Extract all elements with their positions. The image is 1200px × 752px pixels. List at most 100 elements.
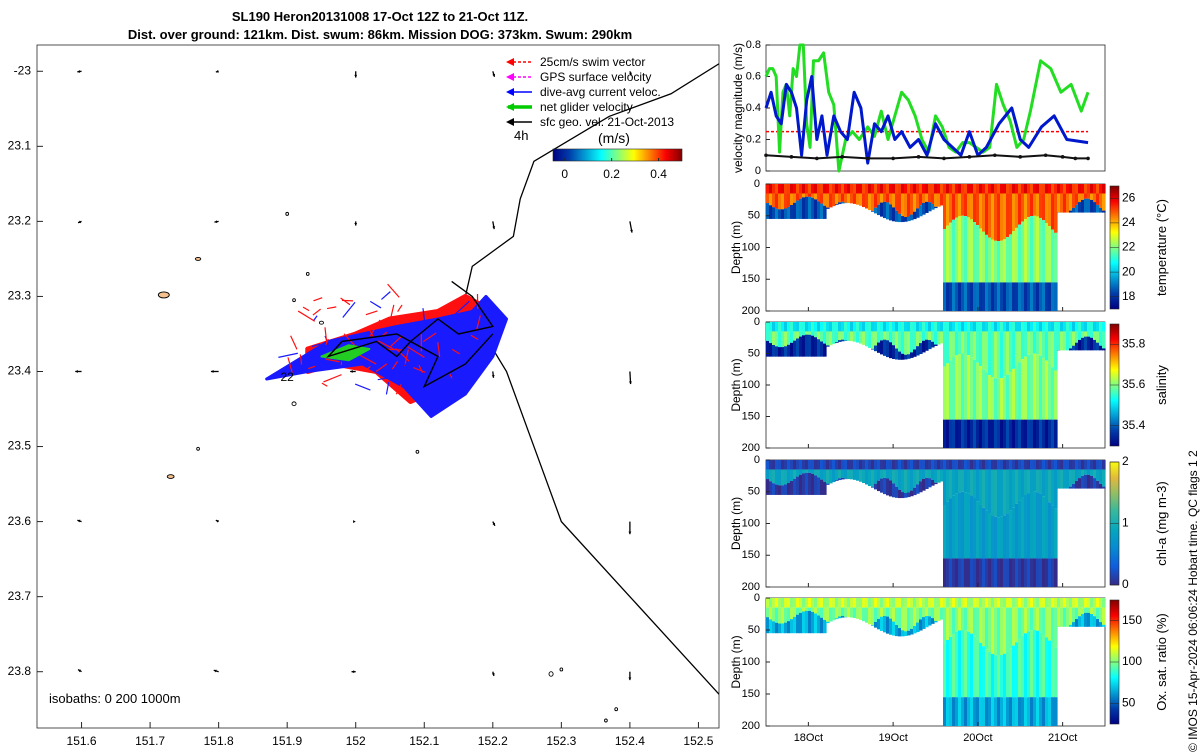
section-y-axis-label: Depth (m) — [729, 358, 743, 411]
velocity-colorbar — [553, 149, 682, 161]
legend-label: dive-avg current veloc. — [540, 85, 661, 99]
reef-outline — [167, 475, 174, 479]
section-cell — [1102, 625, 1106, 627]
section-cell — [1054, 697, 1058, 726]
section-y-tick-label: 100 — [742, 379, 760, 391]
date-tick-label: 20Oct — [963, 732, 992, 744]
colorbar-tick-label: 0 — [561, 167, 568, 181]
velocity-y-tick-label: 0.4 — [746, 102, 761, 114]
section-y-tick-label: 50 — [748, 347, 760, 359]
section-colorbar-tick-label: 18 — [1122, 289, 1136, 303]
section-y-tick-label: 50 — [748, 210, 760, 222]
map-y-tick-label: 23.5 — [8, 439, 32, 453]
velocity-point — [1074, 157, 1078, 161]
section-cell — [1054, 282, 1058, 311]
section-y-tick-label: 100 — [742, 517, 760, 529]
section-cell — [1102, 348, 1106, 350]
velocity-point — [790, 155, 794, 159]
section-y-tick-label: 0 — [754, 178, 760, 190]
section-cell — [1102, 194, 1106, 211]
section-cell — [1102, 598, 1106, 608]
velocity-point — [891, 157, 895, 161]
velocity-point — [968, 155, 972, 159]
section-cell — [1054, 509, 1058, 559]
section-cell — [826, 345, 830, 346]
map-x-tick-label: 151.9 — [272, 734, 302, 748]
legend-label: GPS surface velocity — [540, 70, 651, 84]
section-y-tick-label: 0 — [754, 592, 760, 604]
legend-label: sfc geo. vel. 21-Oct-2013 — [540, 115, 674, 129]
map-y-tick-label: 23.7 — [8, 589, 32, 603]
legend-label: 25cm/s swim vector — [540, 55, 645, 69]
section-cell — [1102, 322, 1106, 331]
velocity-point — [1018, 155, 1022, 159]
section-y-tick-label: 100 — [742, 656, 760, 668]
section-y-axis-label: Depth (m) — [729, 635, 743, 688]
section-cell — [1102, 184, 1106, 194]
section-colorbar-tick-label: 150 — [1122, 613, 1142, 627]
velocity-point — [917, 155, 921, 159]
section-cell — [1102, 608, 1106, 625]
colorbar-tick-label: 0.4 — [650, 167, 667, 181]
section-y-tick-label: 200 — [742, 720, 760, 732]
velocity-point — [1044, 153, 1048, 157]
velocity-y-tick-label: 0.6 — [746, 70, 761, 82]
colorbar-tick-label: 0.2 — [603, 167, 620, 181]
map-y-tick-label: 23.4 — [8, 364, 32, 378]
colorbar-unit-label: (m/s) — [598, 130, 630, 146]
section-cell — [1102, 331, 1106, 348]
section-cell — [934, 621, 938, 622]
date-tick-label: 21Oct — [1048, 732, 1077, 744]
credit-text: © IMOS 15-Apr-2024 06:06:24 Hobart time.… — [1186, 450, 1200, 752]
velocity-point — [764, 153, 768, 157]
velocity-y-tick-label: 0.2 — [746, 133, 761, 145]
section-cell — [1054, 558, 1058, 587]
section-colorbar-tick-label: 20 — [1122, 264, 1136, 278]
section-y-tick-label: 150 — [742, 688, 760, 700]
velocity-point — [1061, 155, 1065, 159]
section-cell — [835, 480, 839, 481]
map-x-tick-label: 152.1 — [409, 734, 439, 748]
reef-outline — [158, 292, 169, 298]
section-cell — [1102, 211, 1106, 213]
map-y-tick-label: 23.2 — [8, 214, 32, 228]
map-axes-box — [37, 45, 719, 728]
reef-outline — [195, 257, 200, 260]
scale-label: 4h — [514, 128, 528, 143]
section-cell — [826, 484, 830, 485]
section-colorbar-tick-label: 26 — [1122, 190, 1136, 204]
section-cell — [934, 345, 938, 346]
section-y-tick-label: 150 — [742, 273, 760, 285]
section-y-tick-label: 0 — [754, 316, 760, 328]
map-x-tick-label: 151.8 — [204, 734, 234, 748]
section-cell — [835, 342, 839, 343]
map-x-tick-label: 151.7 — [135, 734, 165, 748]
section-y-tick-label: 100 — [742, 241, 760, 253]
section-colorbar-tick-label: 1 — [1122, 516, 1129, 530]
map-x-tick-label: 152 — [346, 734, 366, 748]
velocity-axes-box — [766, 45, 1105, 171]
map-y-tick-label: 23.1 — [8, 138, 32, 152]
map-x-tick-label: 151.6 — [67, 734, 97, 748]
velocity-y-tick-label: 0.8 — [746, 39, 761, 51]
map-x-tick-label: 152.3 — [546, 734, 576, 748]
section-colorbar-tick-label: 24 — [1122, 215, 1136, 229]
map-y-tick-label: 23.3 — [8, 289, 32, 303]
velocity-point — [866, 157, 870, 161]
velocity-y-axis-label: velocity magnitude (m/s) — [731, 43, 745, 173]
map-x-tick-label: 152.2 — [478, 734, 508, 748]
section-variable-label: chl-a (mg m-3) — [1154, 481, 1169, 566]
section-variable-label: temperature (°C) — [1154, 199, 1169, 296]
section-cell — [835, 204, 839, 205]
section-cell — [1054, 370, 1058, 419]
section-y-axis-label: Depth (m) — [729, 497, 743, 550]
section-cell — [934, 207, 938, 208]
isobath-legend-text: isobaths: 0 200 1000m — [49, 691, 181, 706]
section-colorbar-tick-label: 2 — [1122, 454, 1129, 468]
section-colorbar-tick-label: 35.6 — [1122, 377, 1146, 391]
section-colorbar-tick-label: 35.4 — [1122, 418, 1146, 432]
section-cell — [1102, 487, 1106, 489]
section-y-tick-label: 150 — [742, 549, 760, 561]
velocity-point — [1086, 157, 1090, 161]
velocity-y-tick-label: 0 — [755, 165, 761, 177]
